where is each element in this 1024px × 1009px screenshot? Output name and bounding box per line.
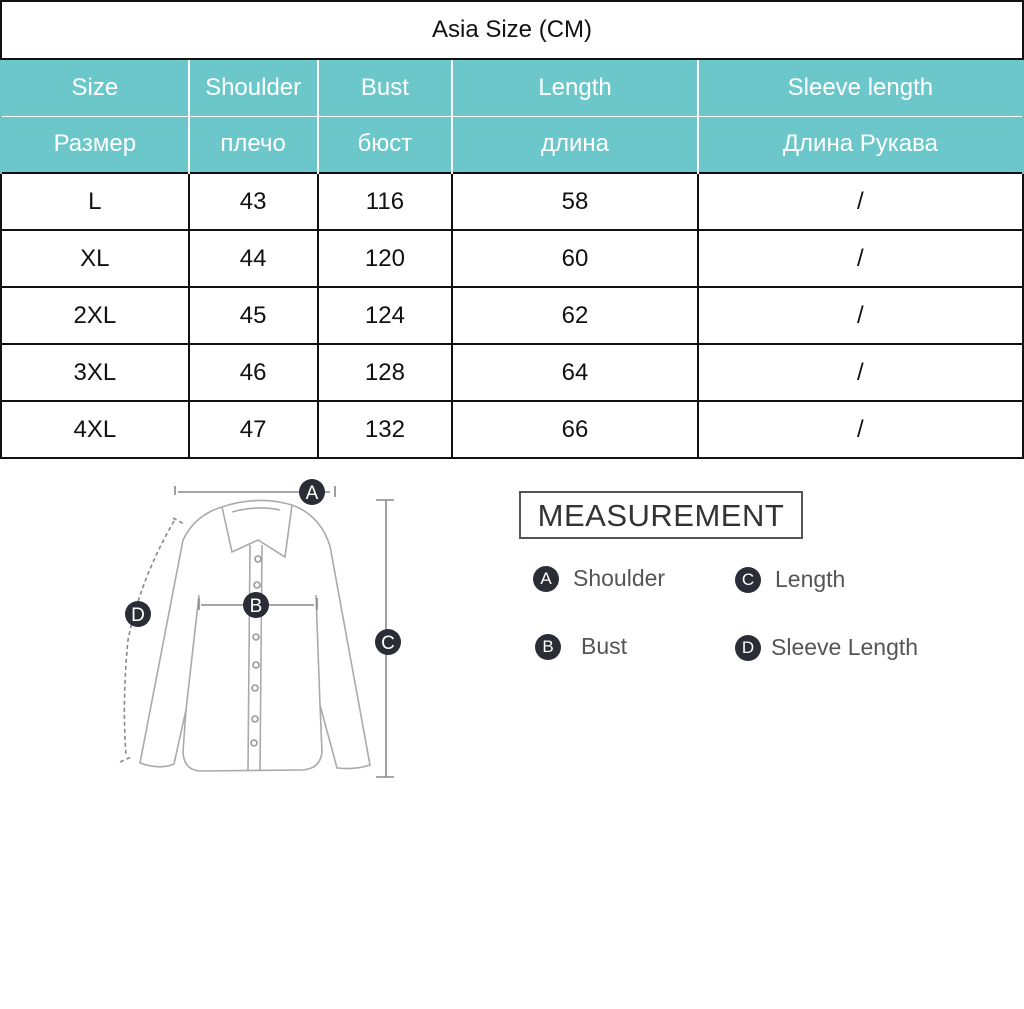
table-row: L 43 116 58/	[0, 172, 1024, 231]
header-row-en: Size Shoulder Bust Length Sleeve length	[0, 58, 1024, 117]
table-cell: 44	[187, 229, 319, 288]
header-cell: длина	[451, 115, 699, 174]
legend-sleeve-length: D Sleeve Length	[735, 634, 918, 661]
table-cell: /	[696, 286, 1024, 345]
header-cell: Bust	[316, 58, 454, 117]
header-row-ru: Размер плечо бюст длина Длина Рукава	[0, 115, 1024, 174]
header-cell: Sleeve length	[696, 58, 1024, 117]
table-cell: 58	[451, 172, 699, 231]
header-cell: Длина Рукава	[696, 115, 1024, 174]
legend-label: Sleeve Length	[771, 634, 919, 660]
table-cell: 64	[451, 343, 699, 402]
label-c: C	[381, 633, 395, 654]
header-cell: Size	[0, 58, 190, 117]
table-cell: 45	[187, 286, 319, 345]
table-cell: /	[696, 229, 1024, 288]
table-cell: /	[696, 400, 1024, 459]
table-cell: 43	[187, 172, 319, 231]
table-cell: 60	[451, 229, 699, 288]
table-cell: 3XL	[0, 343, 190, 402]
legend-label: Shoulder	[573, 565, 666, 591]
table-cell: L	[0, 172, 190, 231]
badge-icon: B	[535, 633, 561, 660]
table-title: Asia Size (CM)	[0, 0, 1024, 60]
table-row: 2XL 45 124 62/	[0, 286, 1024, 345]
table-cell: 120	[316, 229, 454, 288]
table-cell: XL	[0, 229, 190, 288]
shirt-diagram: A B C D	[119, 479, 401, 778]
legend-label: Length	[775, 566, 846, 592]
table-cell: 128	[316, 343, 454, 402]
table-row: XL 44 120 60/	[0, 229, 1024, 288]
header-cell: Shoulder	[187, 58, 319, 117]
table-row: 4XL 47 132 66/	[0, 400, 1024, 459]
size-table: Asia Size (CM) Size Shoulder Bust Length…	[0, 0, 1024, 459]
table-cell: 4XL	[0, 400, 190, 459]
header-cell: Размер	[0, 115, 190, 174]
label-d: D	[131, 605, 145, 626]
header-cell: Length	[451, 58, 699, 117]
legend-label: Bust	[581, 633, 628, 659]
badge-icon: C	[735, 566, 761, 593]
legend-length: C Length	[735, 566, 845, 593]
badge-icon: D	[735, 634, 761, 661]
label-b: B	[250, 596, 263, 617]
header-cell: бюст	[316, 115, 454, 174]
table-cell: 124	[316, 286, 454, 345]
table-cell: 66	[451, 400, 699, 459]
legend-shoulder: A Shoulder	[533, 565, 665, 592]
table-cell: /	[696, 343, 1024, 402]
table-cell: 47	[187, 400, 319, 459]
table-cell: 46	[187, 343, 319, 402]
table-cell: 116	[316, 172, 454, 231]
measurement-title: MEASUREMENT	[519, 491, 803, 539]
badge-icon: A	[533, 565, 559, 592]
table-cell: /	[696, 172, 1024, 231]
table-cell: 132	[316, 400, 454, 459]
label-a: A	[306, 483, 319, 504]
buttons	[250, 555, 262, 747]
legend-bust: B Bust	[535, 633, 627, 660]
table-cell: 2XL	[0, 286, 190, 345]
table-cell: 62	[451, 286, 699, 345]
header-cell: плечо	[187, 115, 319, 174]
table-row: 3XL 46 128 64/	[0, 343, 1024, 402]
